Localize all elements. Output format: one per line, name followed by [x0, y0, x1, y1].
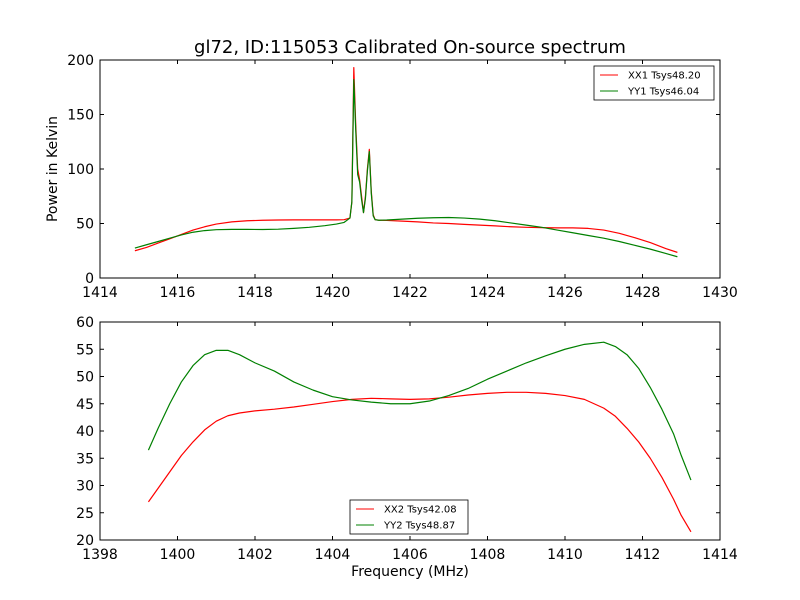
bottom-axes-frame [99, 321, 721, 541]
top-y-tick-label: 0 [85, 271, 94, 287]
bottom-y-tick-label: 35 [76, 451, 94, 467]
bottom-series-line-yy [147, 341, 692, 481]
top-legend-label-yy1: YY1 Tsys46.04 [627, 87, 699, 98]
bottom-x-tick-label: 1402 [237, 547, 273, 563]
top-x-tick-label: 1424 [470, 285, 506, 301]
top-legend-label-xx1: XX1 Tsys48.20 [628, 71, 701, 82]
bottom-y-tick-label: 20 [76, 533, 94, 549]
top-x-tick-label: 1418 [237, 285, 273, 301]
bottom-x-tick-label: 1414 [702, 547, 738, 563]
top-legend: XX1 Tsys48.20 YY1 Tsys46.04 [593, 65, 715, 101]
top-axes-frame [99, 59, 721, 279]
top-y-tick-label: 200 [67, 53, 94, 69]
bottom-y-tick-label: 60 [76, 315, 94, 331]
bottom-legend: XX2 Tsys42.08 YY2 Tsys48.87 [349, 499, 469, 535]
bottom-y-tick-label: 50 [76, 370, 94, 386]
top-y-tick-label: 150 [67, 108, 94, 124]
top-y-tick-label: 50 [76, 217, 94, 233]
bottom-y-tick-label: 25 [76, 506, 94, 522]
bottom-y-tick-label: 40 [76, 424, 94, 440]
bottom-plot-area [147, 341, 692, 533]
top-x-tick-label: 1416 [160, 285, 196, 301]
top-y-tick-label: 100 [67, 162, 94, 178]
bottom-y-tick-label: 30 [76, 479, 94, 495]
top-panel: gl72, ID:115053 Calibrated On-source spe… [45, 37, 738, 301]
bottom-panel: 1398 1400 1402 1404 1406 1408 1410 1412 1414 20 25… [76, 315, 738, 580]
top-axis-ticks: 1414 1416 1418 1420 1422 1424 1426 1428 1430 0 50 1… [67, 53, 738, 301]
top-x-tick-label: 1426 [547, 285, 583, 301]
bottom-x-tick-label: 1412 [625, 547, 661, 563]
bottom-y-tick-label: 55 [76, 342, 94, 358]
top-series-line-yy [134, 79, 678, 258]
top-x-tick-label: 1420 [315, 285, 351, 301]
top-x-tick-label: 1428 [625, 285, 661, 301]
top-y-axis-label: Power in Kelvin [45, 116, 61, 222]
chart-title: gl72, ID:115053 Calibrated On-source spe… [194, 37, 626, 58]
top-x-tick-label: 1414 [82, 285, 118, 301]
bottom-legend-label-yy2: YY2 Tsys48.87 [383, 521, 455, 532]
top-x-tick-label: 1422 [392, 285, 428, 301]
bottom-legend-label-xx2: XX2 Tsys42.08 [384, 505, 457, 516]
bottom-x-tick-label: 1400 [160, 547, 196, 563]
bottom-x-tick-label: 1406 [392, 547, 428, 563]
bottom-series-line-xx [147, 391, 692, 533]
bottom-x-tick-label: 1408 [470, 547, 506, 563]
bottom-y-tick-label: 45 [76, 397, 94, 413]
bottom-x-tick-label: 1398 [82, 547, 118, 563]
bottom-legend-box [349, 499, 469, 535]
top-legend-box [593, 65, 715, 101]
bottom-axis-ticks: 1398 1400 1402 1404 1406 1408 1410 1412 1414 20 25… [76, 315, 738, 563]
bottom-x-tick-label: 1410 [547, 547, 583, 563]
top-x-tick-label: 1430 [702, 285, 738, 301]
bottom-x-axis-label: Frequency (MHz) [351, 564, 469, 580]
bottom-x-tick-label: 1404 [315, 547, 351, 563]
top-plot-area [134, 67, 678, 258]
